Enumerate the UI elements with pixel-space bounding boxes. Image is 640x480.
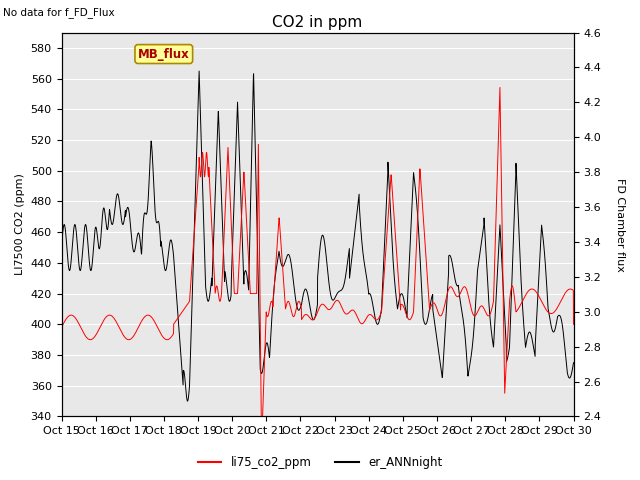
Text: MB_flux: MB_flux bbox=[138, 48, 189, 60]
Y-axis label: LI7500 CO2 (ppm): LI7500 CO2 (ppm) bbox=[15, 174, 25, 276]
Y-axis label: FD Chamber flux: FD Chamber flux bbox=[615, 178, 625, 272]
Title: CO2 in ppm: CO2 in ppm bbox=[273, 15, 363, 30]
Legend: li75_co2_ppm, er_ANNnight: li75_co2_ppm, er_ANNnight bbox=[193, 452, 447, 474]
Text: No data for f_FD_Flux: No data for f_FD_Flux bbox=[3, 7, 115, 18]
